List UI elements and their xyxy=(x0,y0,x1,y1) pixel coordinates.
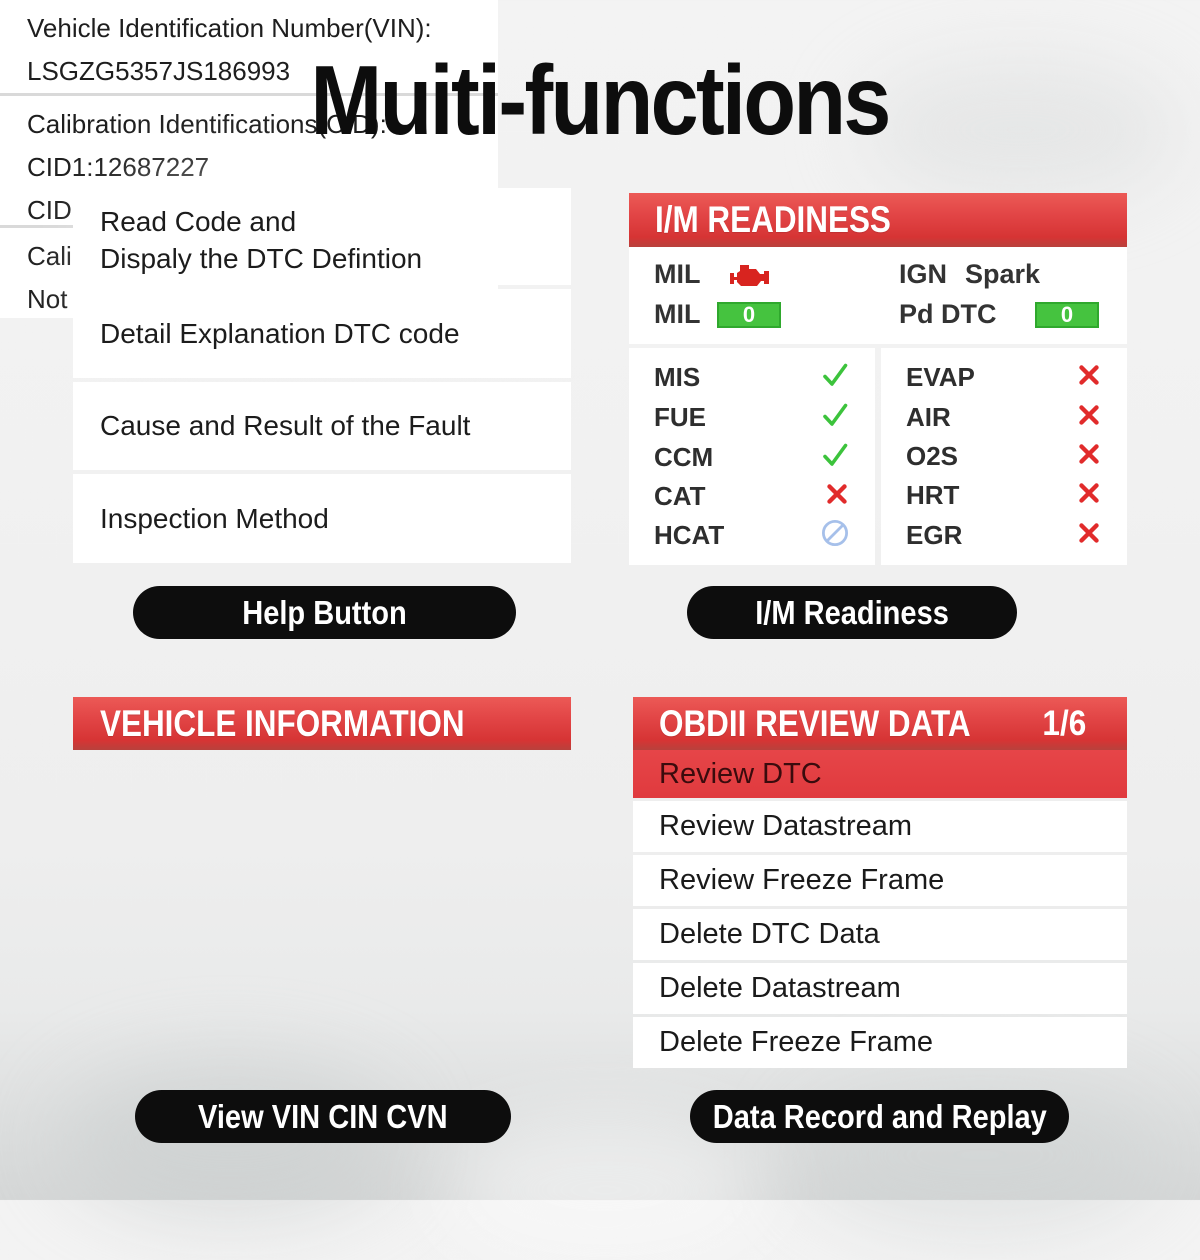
monitor-label: AIR xyxy=(906,401,951,432)
feature-row-line: Inspection Method xyxy=(100,502,329,534)
monitor-label: HRT xyxy=(906,480,960,511)
pass-icon xyxy=(821,441,849,474)
pd-dtc-label: Pd DTC xyxy=(899,299,997,329)
monitor-row: MIS xyxy=(629,361,875,394)
feature-row-line: Read Code and xyxy=(100,206,297,237)
monitor-label: CCM xyxy=(654,442,714,472)
fail-icon xyxy=(1077,363,1101,392)
monitor-row: O2S xyxy=(881,441,1127,472)
im-readiness-pill[interactable]: I/M Readiness xyxy=(687,586,1017,639)
feature-row-line: Cause and Result of the Fault xyxy=(100,410,471,441)
mil-count-badge: 0 xyxy=(717,302,781,328)
feature-row-line: Dispaly the DTC Defintion xyxy=(100,243,423,274)
im-readiness-header: I/M READINESS xyxy=(629,193,1127,247)
im-status-section: MIL IGN Spark MIL 0 Pd DTC 0 xyxy=(629,247,1127,344)
monitor-row: HCAT xyxy=(629,519,875,552)
obdii-review-data-header-title: OBDII REVIEW DATA xyxy=(659,702,971,744)
engine-warning-icon xyxy=(727,263,769,295)
im-monitors-left-column: MIS FUE CCM CAT HCAT xyxy=(629,348,875,565)
menu-item-label: Delete Freeze Frame xyxy=(659,1026,933,1058)
fail-icon xyxy=(1077,442,1101,471)
im-readiness-header-title: I/M READINESS xyxy=(655,199,891,240)
monitor-row: CAT xyxy=(629,481,875,512)
feature-row-line: Detail Explanation DTC code xyxy=(100,317,460,349)
monitor-row: AIR xyxy=(881,402,1127,433)
vin-value: LSGZG5357JS186993 xyxy=(27,56,291,86)
menu-item-label: Delete Datastream xyxy=(659,972,901,1004)
cid1-value: CID1:12687227 xyxy=(27,152,210,182)
page-title-text: Muiti-functions xyxy=(310,45,892,155)
menu-item-review-dtc[interactable]: Review DTC xyxy=(633,750,1127,798)
obdii-review-menu: Review DTC Review Datastream Review Free… xyxy=(633,750,1127,1068)
menu-item-label: Review Freeze Frame xyxy=(659,864,945,896)
menu-item-review-datastream[interactable]: Review Datastream xyxy=(633,801,1127,852)
monitor-row: FUE xyxy=(629,401,875,434)
view-vin-cin-cvn-pill[interactable]: View VIN CIN CVN xyxy=(135,1090,511,1143)
monitor-label: CAT xyxy=(654,481,706,511)
fail-icon xyxy=(825,482,849,511)
monitor-row: EGR xyxy=(881,520,1127,551)
fail-icon xyxy=(1077,403,1101,432)
ign-label: IGN xyxy=(899,259,948,289)
not-available-icon xyxy=(821,519,849,552)
menu-item-label: Review Datastream xyxy=(659,810,913,842)
monitor-label: EGR xyxy=(906,519,963,550)
vin-label: Vehicle Identification Number(VIN): xyxy=(27,13,432,43)
view-vin-cin-cvn-pill-label: View VIN CIN CVN xyxy=(198,1097,448,1135)
cid-label: Calibration Identifications(CID): xyxy=(27,109,387,139)
monitor-row: HRT xyxy=(881,480,1127,511)
menu-item-delete-datastream[interactable]: Delete Datastream xyxy=(633,963,1127,1014)
mil-count-label: MIL xyxy=(654,299,701,329)
menu-item-label: Delete DTC Data xyxy=(659,918,880,950)
ign-value: Spark xyxy=(965,259,1041,289)
vehicle-information-header: VEHICLE INFORMATION xyxy=(73,697,571,750)
feature-row-inspection-method: Inspection Method xyxy=(73,474,571,563)
pd-dtc-badge: 0 xyxy=(1035,302,1099,328)
menu-item-delete-dtc-data[interactable]: Delete DTC Data xyxy=(633,909,1127,960)
feature-row-cause-result: Cause and Result of the Fault xyxy=(73,382,571,470)
feature-row-detail-explanation: Detail Explanation DTC code xyxy=(73,289,571,378)
feature-row-read-code: Read Code and Dispaly the DTC Defintion xyxy=(73,188,571,285)
monitor-label: FUE xyxy=(654,402,706,432)
help-button-pill[interactable]: Help Button xyxy=(133,586,516,639)
fail-icon xyxy=(1077,481,1101,510)
vehicle-information-header-title: VEHICLE INFORMATION xyxy=(100,702,465,744)
fail-icon xyxy=(1077,521,1101,550)
page-title: Muiti-functions xyxy=(0,44,1200,157)
menu-item-label: Review DTC xyxy=(659,757,822,790)
page-indicator: 1/6 xyxy=(1042,703,1087,743)
monitor-row: EVAP xyxy=(881,362,1127,393)
pass-icon xyxy=(821,401,849,434)
monitor-label: MIS xyxy=(654,362,701,392)
mil-lamp-label: MIL xyxy=(654,259,701,289)
monitor-label: EVAP xyxy=(906,362,975,393)
menu-item-review-freeze-frame[interactable]: Review Freeze Frame xyxy=(633,855,1127,906)
obdii-review-data-header: OBDII REVIEW DATA 1/6 xyxy=(633,697,1127,750)
monitor-label: O2S xyxy=(906,440,959,471)
monitor-row: CCM xyxy=(629,441,875,474)
pass-icon xyxy=(821,361,849,394)
help-button-label: Help Button xyxy=(242,593,407,631)
im-monitors-right-column: EVAP AIR O2S HRT EGR xyxy=(881,348,1127,565)
menu-item-delete-freeze-frame[interactable]: Delete Freeze Frame xyxy=(633,1017,1127,1068)
monitor-label: HCAT xyxy=(654,520,725,550)
data-record-replay-pill-label: Data Record and Replay xyxy=(712,1097,1047,1135)
vin-section: Vehicle Identification Number(VIN): LSGZ… xyxy=(0,0,498,93)
im-readiness-pill-label: I/M Readiness xyxy=(755,593,949,631)
data-record-replay-pill[interactable]: Data Record and Replay xyxy=(690,1090,1069,1143)
